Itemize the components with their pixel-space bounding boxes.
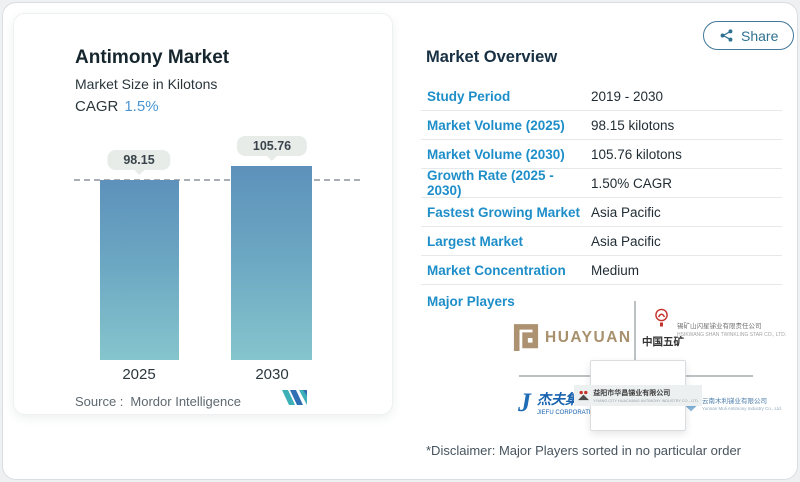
source-label: Source :: [75, 394, 124, 409]
row-market-volume-2025: Market Volume (2025) 98.15 kilotons: [421, 111, 782, 140]
value-label-2030: 105.76: [236, 136, 308, 156]
minmetals-brand-name: 中国五矿: [642, 336, 684, 348]
svg-text:J: J: [517, 388, 532, 417]
row-label: Fastest Growing Market: [427, 204, 581, 220]
player-huayuan-logo[interactable]: HUAYUAN: [513, 315, 632, 361]
chart-title: Antimony Market: [75, 47, 230, 68]
row-label: Study Period: [427, 88, 511, 104]
row-fastest-growing-market: Fastest Growing Market Asia Pacific: [421, 198, 782, 227]
overview-title: Market Overview: [426, 48, 558, 66]
row-value: 1.50% CAGR: [591, 175, 673, 191]
row-label: Growth Rate (2025 - 2030): [427, 168, 554, 198]
cagr-line: CAGR 1.5%: [75, 98, 159, 115]
row-market-volume-2030: Market Volume (2030) 105.76 kilotons: [421, 140, 782, 169]
threshold-dashed-line: [74, 179, 360, 181]
jiefu-glyph-icon: J: [517, 388, 532, 417]
x-axis-label-2030: 2030: [255, 366, 289, 383]
muli-name-cn: 云南木利锑业有限公司: [702, 398, 767, 405]
row-value: 2019 - 2030: [591, 88, 664, 104]
row-label: Largest Market: [427, 233, 524, 249]
player-huachang-card[interactable]: 益阳市华昌锑业有限公司 YIYANG CITY HUACHANG ANTIMON…: [574, 360, 702, 431]
row-value: Asia Pacific: [591, 204, 661, 220]
row-value: Asia Pacific: [591, 233, 661, 249]
row-growth-rate: Growth Rate (2025 - 2030) 1.50% CAGR: [421, 168, 782, 198]
row-label: Market Volume (2030): [427, 146, 565, 162]
value-text-2030: 105.76: [252, 139, 292, 153]
huayuan-wordmark: HUAYUAN: [545, 329, 632, 346]
huachang-name-en: YIYANG CITY HUACHANG ANTIMONY INDUSTRY C…: [593, 399, 699, 403]
huayuan-glyph-icon: [513, 324, 539, 351]
value-text-2025: 98.15: [123, 153, 155, 167]
disclaimer-text: *Disclaimer: Major Players sorted in no …: [426, 443, 742, 458]
value-label-2025: 98.15: [107, 150, 171, 170]
row-study-period: Study Period 2019 - 2030: [421, 82, 782, 111]
x-axis-label-2025: 2025: [122, 366, 156, 383]
major-players-grid: HUAYUAN 中国五矿 锡矿山闪星锑业有限责任公司 HSIKWANG SHAN…: [421, 299, 787, 439]
row-value: 98.15 kilotons: [591, 117, 675, 133]
row-label: Market Volume (2025): [427, 117, 565, 133]
overview-table: Study Period 2019 - 2030 Market Volume (…: [421, 82, 782, 285]
share-button[interactable]: Share: [703, 21, 795, 50]
share-label: Share: [741, 27, 779, 44]
grid-divider-vertical: [634, 301, 636, 375]
bar-2030[interactable]: [231, 166, 312, 360]
row-value: Medium: [591, 262, 640, 278]
player-twinkling-star-name[interactable]: 锡矿山闪星锑业有限责任公司 HSIKWANG SHAN TWINKLING ST…: [677, 320, 787, 338]
row-label: Market Concentration: [427, 262, 566, 278]
twinkling-star-name-cn: 锡矿山闪星锑业有限责任公司: [677, 323, 762, 330]
player-minmetals-emblem[interactable]: 中国五矿: [642, 308, 684, 349]
share-icon: [720, 29, 733, 42]
bar-chart: 98.15 105.76: [14, 124, 392, 360]
source-value: Mordor Intelligence: [130, 394, 241, 409]
row-market-concentration: Market Concentration Medium: [421, 256, 782, 285]
cagr-value: 1.5%: [124, 98, 159, 115]
cagr-label: CAGR: [75, 98, 119, 115]
mordor-intelligence-logo: [282, 390, 307, 405]
bar-2025[interactable]: [100, 180, 179, 360]
jiefu-name-en: JIEFU CORPORATION: [537, 409, 600, 416]
row-largest-market: Largest Market Asia Pacific: [421, 227, 782, 256]
huachang-name-cn: 益阳市华昌锑业有限公司: [593, 390, 671, 397]
huachang-emblem-icon: [578, 390, 590, 401]
major-players-label: Major Players: [427, 294, 515, 309]
minmetals-emblem-icon: [654, 308, 668, 327]
row-value: 105.76 kilotons: [591, 146, 682, 162]
player-muli-logo[interactable]: 云南木利锑业有限公司 Yunnan Muli Antimony Industry…: [682, 394, 783, 412]
chart-subtitle: Market Size in Kilotons: [75, 76, 218, 92]
huachang-logo-strip: 益阳市华昌锑业有限公司 YIYANG CITY HUACHANG ANTIMON…: [574, 385, 702, 406]
source-line: Source : Mordor Intelligence: [75, 394, 241, 409]
muli-name-en: Yunnan Muli Antimony Industry Co., Ltd.: [702, 406, 783, 411]
chart-card: Antimony Market Market Size in Kilotons …: [13, 13, 393, 415]
twinkling-star-name-en: HSIKWANG SHAN TWINKLING STAR CO., LTD.: [677, 332, 787, 338]
